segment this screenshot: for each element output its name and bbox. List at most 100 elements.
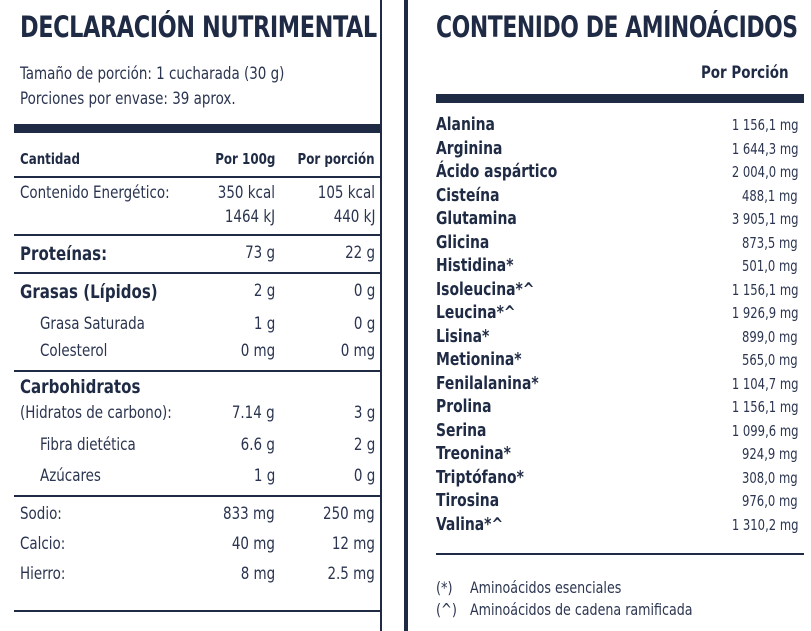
amino-acid-name: Triptófano*: [436, 466, 524, 488]
nutrient-per-serving: 0 g: [353, 281, 375, 301]
nutrient-per100: 8 mg: [240, 564, 275, 584]
amino-title: CONTENIDO DE AMINOÁCIDOS: [436, 10, 798, 44]
amino-acid-row: Histidina* 501,0 mg: [436, 255, 798, 278]
nutrition-facts-panel: DECLARACIÓN NUTRIMENTAL Tamaño de porció…: [0, 0, 404, 631]
nutrient-per100: 73 g: [245, 243, 275, 263]
nutrition-top-rule: [14, 124, 380, 133]
amino-acid-name: Leucina*^: [436, 302, 516, 323]
amino-acid-row: Cisteína 488,1 mg: [436, 185, 798, 208]
nutrient-per-serving: 2 g: [353, 435, 375, 455]
column-header-quantity: Cantidad: [20, 150, 80, 168]
footnote-mark: (*): [436, 578, 453, 597]
amino-acid-row: Glicina 873,5 mg: [436, 232, 798, 255]
nutrient-label: Grasa Saturada: [40, 314, 145, 334]
amino-acid-amount: 565,0 mg: [742, 351, 798, 369]
footnote-essential: (*) Aminoácidos esenciales: [436, 578, 796, 600]
amino-acid-row: Tirosina 976,0 mg: [436, 490, 798, 513]
amino-acid-name: Metionina*: [436, 349, 522, 370]
footnote-mark: (^): [436, 600, 457, 619]
amino-acid-name: Ácido aspártico: [436, 161, 558, 182]
amino-acid-amount: 899,0 mg: [742, 327, 798, 346]
amino-acid-name: Tirosina: [436, 490, 500, 511]
nutrient-per100: 2 g: [253, 281, 275, 301]
nutrient-per-serving: 0 g: [353, 314, 375, 334]
footnote-text: Aminoácidos de cadena ramificada: [470, 600, 693, 619]
amino-acid-row: Isoleucina*^ 1 156,1 mg: [436, 279, 798, 302]
nutrition-rule: [14, 370, 380, 372]
footnote-branched: (^) Aminoácidos de cadena ramificada: [436, 600, 796, 622]
nutrient-per100: 350 kcal: [217, 183, 275, 203]
nutrient-per100: 40 mg: [231, 534, 275, 554]
amino-acid-row: Ácido aspártico 2 004,0 mg: [436, 161, 798, 184]
amino-acid-amount: 1 104,7 mg: [731, 374, 798, 393]
nutrient-per-serving: 3 g: [353, 403, 375, 423]
nutrient-per100: 1464 kJ: [224, 207, 275, 227]
amino-acid-amount: 1 099,6 mg: [731, 421, 798, 440]
amino-acid-row: Glutamina 3 905,1 mg: [436, 208, 798, 231]
nutrient-per-serving: 0 g: [353, 466, 375, 486]
amino-acid-amount: 1 156,1 mg: [731, 280, 798, 299]
nutrient-per100: 6.6 g: [240, 435, 275, 455]
nutrient-per-serving: 440 kJ: [333, 207, 375, 227]
nutrient-label: Grasas (Lípidos): [20, 281, 158, 303]
nutrient-label: Colesterol: [40, 341, 108, 361]
nutrient-per100: 0 mg: [240, 341, 275, 361]
nutrition-rule: [14, 272, 380, 274]
amino-acid-amount: 924,9 mg: [742, 445, 798, 463]
amino-bottom-rule: [436, 553, 804, 555]
amino-acid-row: Metionina* 565,0 mg: [436, 349, 798, 372]
amino-acid-amount: 2 004,0 mg: [731, 163, 798, 181]
nutrient-per-serving: 2.5 mg: [327, 564, 375, 584]
nutrient-per100: 833 mg: [223, 504, 275, 524]
amino-acid-amount: 488,1 mg: [742, 186, 798, 205]
amino-acid-amount: 1 644,3 mg: [731, 139, 798, 158]
panel-divider: [404, 0, 408, 631]
footnote-text: Aminoácidos esenciales: [470, 578, 622, 597]
nutrient-per-serving: 12 mg: [331, 534, 375, 554]
nutrient-per-serving: 22 g: [345, 243, 375, 263]
amino-per-serving-label: Por Porción: [701, 63, 789, 83]
nutrient-label: (Hidratos de carbono):: [20, 403, 172, 423]
amino-acid-name: Treonina*: [436, 443, 511, 464]
amino-acid-name: Valina*^: [436, 513, 504, 535]
nutrient-per100: 1 g: [253, 314, 275, 334]
nutrient-label: Hierro:: [20, 564, 66, 584]
nutrient-per-serving: 0 mg: [340, 341, 375, 361]
nutrient-label: Fibra dietética: [40, 435, 136, 455]
amino-acid-name: Isoleucina*^: [436, 278, 535, 300]
amino-acid-name: Histidina*: [436, 255, 514, 276]
amino-top-rule: [436, 94, 804, 103]
nutrient-per100: 7.14 g: [232, 403, 275, 423]
nutrition-bottom-rule: [14, 610, 380, 612]
amino-acid-amount: 1 156,1 mg: [731, 116, 798, 134]
amino-acid-name: Prolina: [436, 396, 492, 417]
nutrient-label: Carbohidratos: [20, 376, 141, 398]
amino-acid-name: Glicina: [436, 231, 490, 253]
amino-acid-row: Fenilalanina* 1 104,7 mg: [436, 373, 798, 396]
amino-acid-row: Triptófano* 308,0 mg: [436, 467, 798, 490]
amino-acid-amount: 308,0 mg: [742, 468, 798, 487]
amino-acid-amount: 1 156,1 mg: [731, 398, 798, 416]
servings-per-container: Porciones por envase: 39 aprox.: [20, 89, 236, 109]
column-header-per-serving: Por porción: [297, 150, 375, 168]
amino-acid-row: Valina*^ 1 310,2 mg: [436, 514, 798, 537]
amino-acid-name: Fenilalanina*: [436, 372, 539, 394]
amino-acid-name: Arginina: [436, 137, 503, 159]
amino-acid-row: Leucina*^ 1 926,9 mg: [436, 302, 798, 325]
nutrient-per100: 1 g: [253, 466, 275, 486]
nutrition-title: DECLARACIÓN NUTRIMENTAL: [20, 10, 377, 44]
nutrient-per-serving: 250 mg: [323, 504, 375, 524]
amino-acid-amount: 501,0 mg: [742, 257, 798, 275]
amino-acid-name: Cisteína: [436, 184, 500, 206]
nutrient-per-serving: 105 kcal: [317, 183, 375, 203]
amino-acid-name: Lisina*: [436, 325, 490, 347]
nutrition-rule: [14, 234, 380, 236]
panel-edge-line: [380, 0, 382, 631]
amino-acid-amount: 1 926,9 mg: [731, 304, 798, 322]
amino-acid-row: Lisina* 899,0 mg: [436, 326, 798, 349]
nutrition-header-rule: [14, 176, 380, 178]
nutrient-label: Sodio:: [20, 504, 62, 524]
amino-acid-row: Prolina 1 156,1 mg: [436, 396, 798, 419]
amino-acid-amount: 1 310,2 mg: [731, 515, 798, 534]
amino-acid-amount: 3 905,1 mg: [731, 210, 798, 228]
